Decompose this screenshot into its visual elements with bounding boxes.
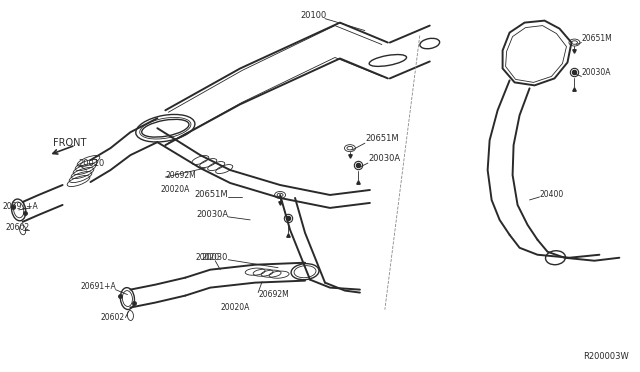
Text: 20651M: 20651M: [195, 190, 228, 199]
Text: 20030A: 20030A: [196, 211, 228, 219]
Text: R200003W: R200003W: [584, 352, 629, 361]
Text: 20651M: 20651M: [581, 34, 612, 43]
Text: 20691+A: 20691+A: [3, 202, 38, 211]
Text: 20691+A: 20691+A: [81, 282, 116, 291]
Text: 20020A: 20020A: [161, 186, 189, 195]
Text: 20100: 20100: [300, 11, 326, 20]
Text: 20030A: 20030A: [368, 154, 400, 163]
Text: 20602: 20602: [100, 313, 125, 322]
Text: 20602: 20602: [6, 223, 30, 232]
Text: 20020: 20020: [195, 253, 220, 262]
Text: 20020A: 20020A: [220, 303, 250, 312]
Text: FRONT: FRONT: [52, 138, 86, 148]
Text: 20692M: 20692M: [258, 290, 289, 299]
Text: 20010: 20010: [79, 158, 105, 167]
Text: 20400: 20400: [540, 190, 564, 199]
Text: 20692M: 20692M: [165, 170, 196, 180]
Text: 20030A: 20030A: [581, 68, 611, 77]
Text: 20651M: 20651M: [365, 134, 399, 143]
Text: 20030: 20030: [202, 253, 228, 262]
